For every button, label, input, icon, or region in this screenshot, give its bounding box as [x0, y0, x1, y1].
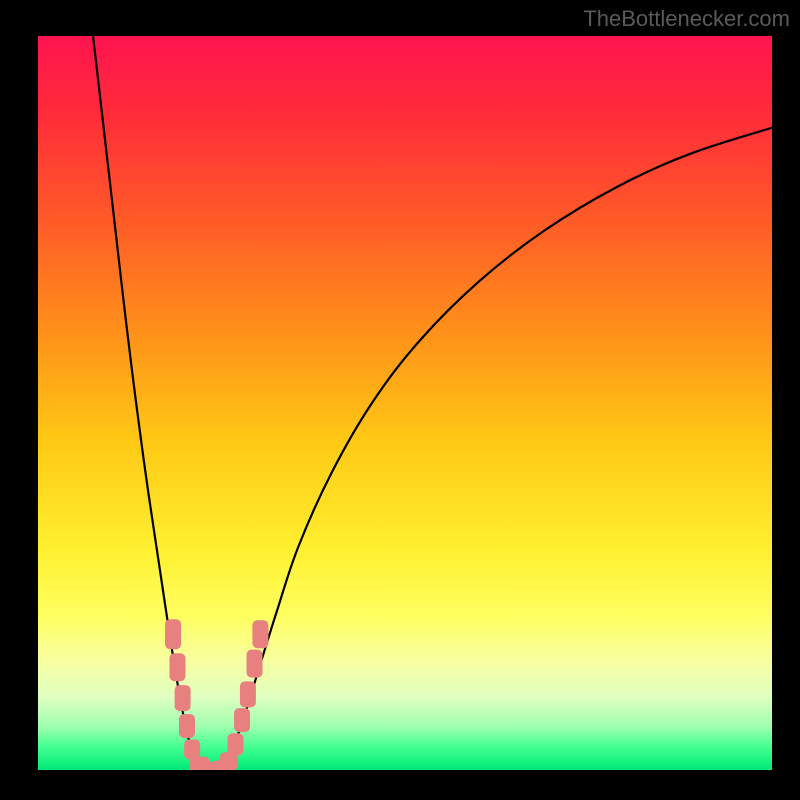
data-marker	[184, 739, 200, 759]
data-marker	[169, 653, 185, 681]
curve-right	[205, 128, 772, 770]
plot-area	[38, 36, 772, 770]
figure-root: TheBottlenecker.com	[0, 0, 800, 800]
data-marker	[234, 708, 250, 732]
data-marker	[240, 681, 256, 707]
data-marker	[175, 685, 191, 711]
data-marker	[179, 714, 195, 738]
watermark-text: TheBottlenecker.com	[583, 6, 790, 32]
marker-group	[165, 619, 268, 770]
curve-left	[93, 36, 205, 770]
data-marker	[227, 733, 243, 755]
curves-layer	[38, 36, 772, 770]
data-marker	[165, 619, 181, 649]
data-marker	[252, 620, 268, 648]
data-marker	[247, 650, 263, 678]
